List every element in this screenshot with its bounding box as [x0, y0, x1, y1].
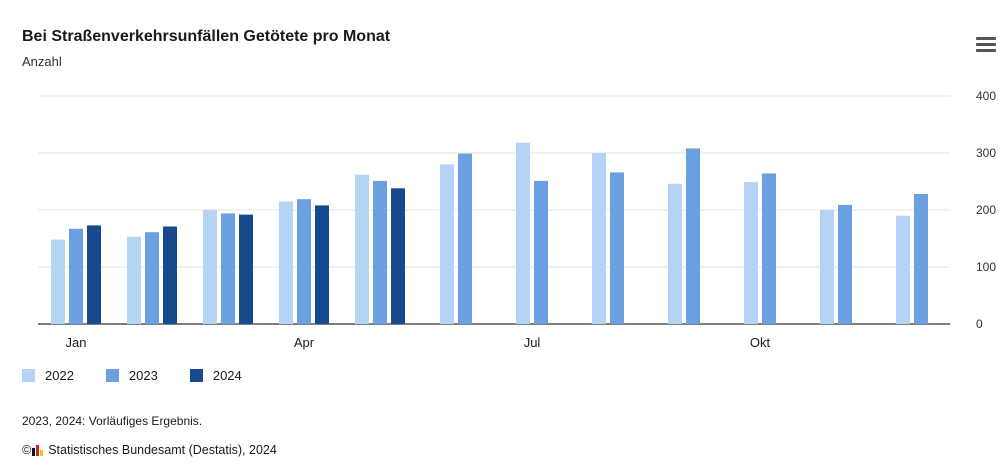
bar-2024-Mai [391, 188, 405, 324]
bar-2022-Okt [744, 182, 758, 324]
legend-item-2022[interactable]: 2022 [22, 368, 74, 383]
x-tick-label-Jul: Jul [524, 335, 541, 350]
bar-2022-Sep [668, 183, 682, 324]
x-tick-label-Jan: Jan [66, 335, 87, 350]
bar-2022-Apr [279, 201, 293, 324]
bar-2022-Nov [820, 210, 834, 324]
bar-2024-Mär [239, 214, 253, 324]
y-tick-label-100: 100 [976, 260, 996, 274]
hamburger-menu-icon[interactable] [976, 37, 996, 53]
bar-2023-Mär [221, 213, 235, 324]
bar-2023-Mai [373, 180, 387, 324]
legend-swatch-2024 [189, 369, 203, 382]
bar-2022-Jul [516, 142, 530, 324]
bar-2023-Nov [838, 204, 852, 324]
credit-text: Statistisches Bundesamt (Destatis), 2024 [48, 443, 277, 457]
chart-subtitle: Anzahl [22, 54, 62, 69]
bar-2024-Feb [163, 226, 177, 324]
bar-2023-Okt [762, 173, 776, 324]
y-tick-label-200: 200 [976, 203, 996, 217]
bar-2023-Sep [686, 148, 700, 324]
bar-2023-Aug [610, 172, 624, 324]
legend-item-2023[interactable]: 2023 [105, 368, 158, 383]
legend-item-2024[interactable]: 2024 [189, 368, 242, 383]
x-tick-label-Apr: Apr [294, 335, 315, 350]
bar-2023-Dez [914, 194, 928, 324]
bar-2022-Jan [51, 239, 65, 324]
bar-2022-Feb [127, 236, 141, 324]
chart-legend: 2022 2023 2024 [22, 368, 242, 383]
bar-2024-Apr [315, 205, 329, 324]
chart-plot: 0 100 200 300 400 Jan Apr Jul Okt [38, 89, 996, 350]
legend-swatch-2022 [22, 369, 35, 382]
bar-2022-Dez [896, 215, 910, 324]
x-tick-label-Okt: Okt [750, 335, 771, 350]
copyright-symbol: © [22, 443, 32, 457]
chart-footnote: 2023, 2024: Vorläufiges Ergebnis. [22, 414, 203, 428]
y-tick-label-0: 0 [976, 317, 983, 331]
bar-2024-Jan [87, 225, 101, 324]
y-tick-label-300: 300 [976, 146, 996, 160]
y-tick-label-400: 400 [976, 89, 996, 103]
legend-label-2023: 2023 [128, 368, 158, 383]
bar-2022-Mär [203, 210, 217, 324]
destatis-logo-icon [32, 444, 44, 456]
bar-2023-Apr [297, 199, 311, 324]
source-credit[interactable]: © Statistisches Bundesamt (Destatis), 20… [22, 443, 277, 457]
legend-swatch-2023 [105, 369, 119, 382]
bar-2022-Aug [592, 153, 606, 324]
bar-2022-Jun [440, 164, 454, 324]
bar-2023-Jul [534, 180, 548, 324]
bar-2023-Feb [145, 232, 159, 324]
bar-2022-Mai [355, 174, 369, 324]
legend-label-2022: 2022 [45, 368, 74, 383]
bar-2023-Jan [69, 228, 83, 324]
chart-title: Bei Straßenverkehrsunfällen Getötete pro… [22, 28, 391, 45]
legend-label-2024: 2024 [212, 368, 242, 383]
bar-2023-Jun [458, 153, 472, 324]
